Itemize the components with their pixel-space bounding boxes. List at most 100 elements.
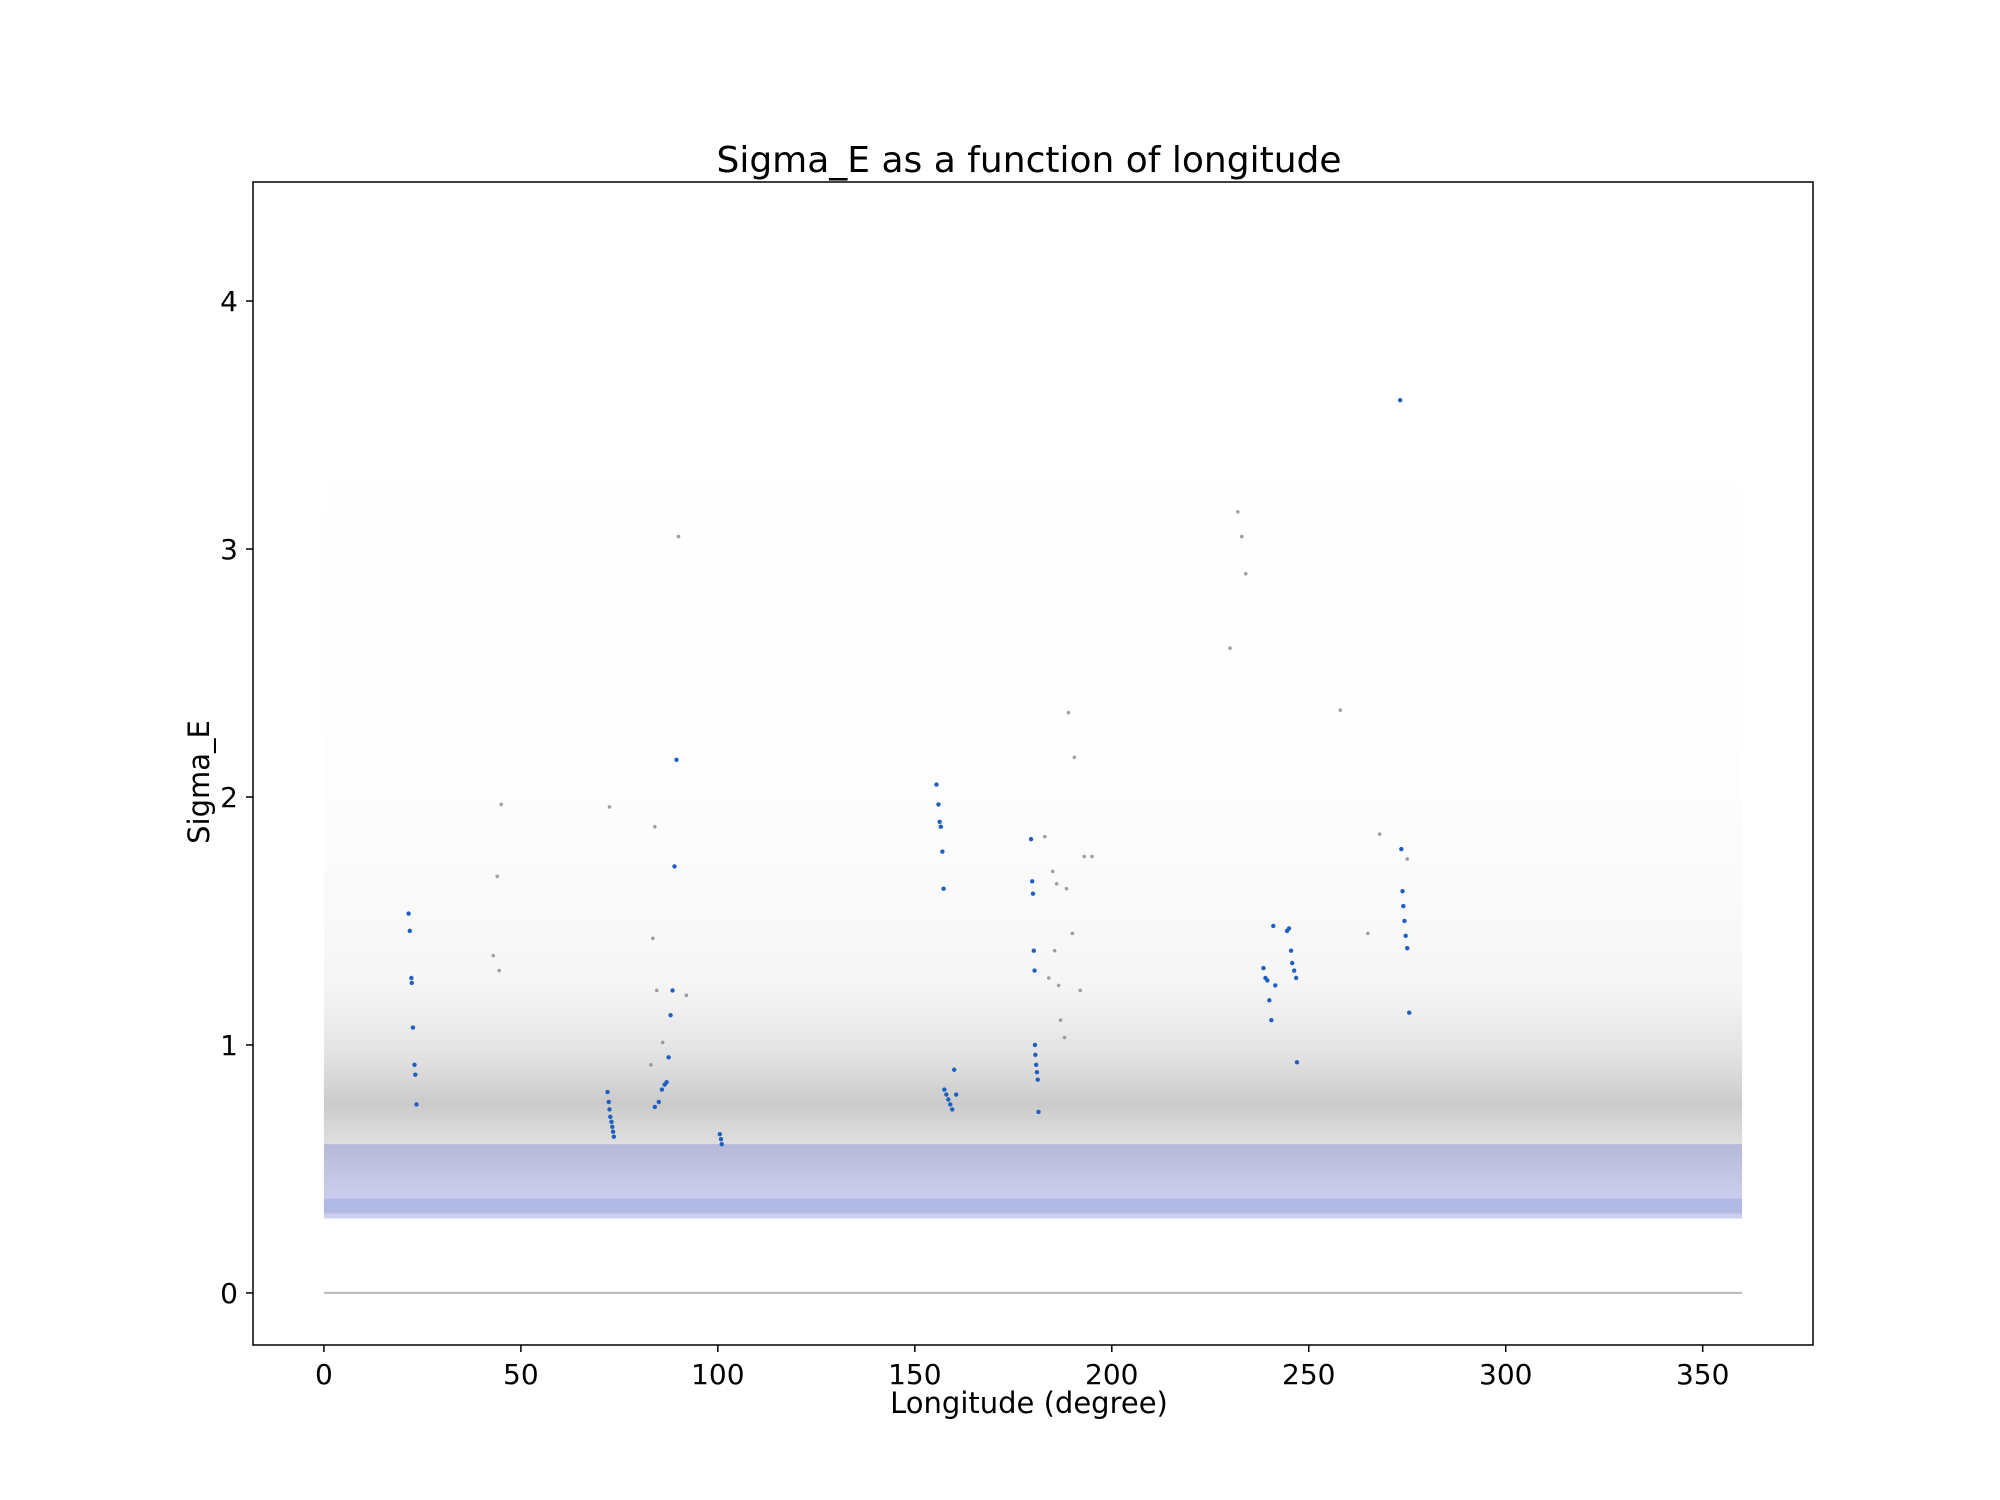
highlight-point (611, 1134, 617, 1139)
highlight-point (610, 1129, 616, 1134)
highlight-point (664, 1079, 669, 1085)
highlight-point (938, 824, 944, 829)
outlier-point (1056, 983, 1061, 988)
outlier-point (651, 936, 655, 941)
highlight-point (941, 886, 946, 891)
outlier-point (684, 993, 689, 998)
highlight-point (668, 1012, 673, 1018)
outlier-point (649, 1062, 653, 1067)
highlight-point (409, 975, 414, 981)
dense-point-band-lower (323, 1198, 1743, 1214)
outlier-point (1405, 857, 1410, 861)
highlight-point (674, 757, 679, 762)
highlight-point (1400, 889, 1405, 894)
highlight-point (1405, 946, 1410, 951)
highlight-point (406, 911, 411, 916)
highlight-point (1403, 933, 1408, 939)
x-tick-label: 250 (1282, 1358, 1335, 1391)
highlight-point (610, 1124, 615, 1129)
x-tick-label: 200 (1085, 1358, 1138, 1391)
outlier-point (1082, 854, 1087, 859)
highlight-point (719, 1141, 724, 1147)
highlight-point (1267, 998, 1272, 1003)
x-axis: 0 50 100 150 200 250 300 350 (315, 1345, 1729, 1391)
highlight-point (407, 928, 412, 934)
outlier-point (1054, 881, 1059, 886)
highlight-point (656, 1099, 661, 1105)
outlier-point (1366, 931, 1370, 936)
highlight-point (606, 1099, 611, 1105)
highlight-points (406, 398, 1412, 1147)
highlight-point (414, 1102, 419, 1107)
y-axis-label: Sigma_E (182, 720, 216, 844)
dense-point-band (323, 1144, 1743, 1219)
x-tick-label: 50 (503, 1358, 539, 1391)
x-tick-label: 150 (888, 1358, 941, 1391)
highlight-point (1036, 1109, 1041, 1115)
highlight-point (718, 1136, 724, 1142)
highlight-point (666, 1055, 671, 1060)
highlight-point (1033, 1052, 1038, 1058)
outlier-point (1239, 534, 1244, 539)
highlight-point (1271, 923, 1276, 929)
highlight-point (1291, 968, 1297, 973)
outlier-point (1043, 834, 1047, 839)
outlier-point (1066, 710, 1071, 715)
outlier-point (1072, 755, 1077, 760)
highlight-point (413, 1072, 418, 1077)
highlight-point (1034, 1070, 1040, 1075)
highlight-point (1399, 846, 1404, 852)
outlier-point (1064, 886, 1069, 891)
outlier-point (1236, 510, 1240, 514)
highlight-point (934, 782, 939, 787)
outlier-point (1046, 976, 1051, 980)
plot-frame (252, 181, 1814, 1346)
highlight-point (1402, 918, 1407, 924)
x-tick-label: 100 (691, 1358, 744, 1391)
outlier-point (1050, 869, 1055, 874)
highlight-point (1028, 836, 1034, 842)
highlight-point (1290, 960, 1295, 966)
x-axis-label: Longitude (degree) (890, 1386, 1168, 1420)
highlight-point (1265, 978, 1270, 983)
highlight-point (672, 864, 677, 869)
plot-area (323, 251, 1743, 1294)
outlier-point (1070, 931, 1075, 936)
highlight-point (1397, 398, 1403, 403)
outlier-point (676, 534, 681, 539)
highlight-point (412, 1062, 417, 1067)
outlier-point (1338, 708, 1343, 712)
highlight-point (953, 1092, 959, 1097)
highlight-point (1033, 1062, 1039, 1067)
highlight-point (948, 1102, 953, 1107)
highlight-point (607, 1107, 612, 1112)
outlier-point (607, 805, 612, 809)
highlight-point (1294, 1060, 1300, 1065)
highlight-point (946, 1097, 951, 1102)
y-tick-label: 4 (220, 285, 238, 318)
highlight-point (950, 1107, 955, 1112)
y-tick-label: 1 (220, 1029, 238, 1062)
highlight-point (937, 819, 942, 824)
highlight-point (1293, 975, 1299, 981)
highlight-point (1261, 965, 1266, 971)
outlier-point (1243, 571, 1248, 576)
y-tick-label: 2 (220, 781, 238, 814)
highlight-point (608, 1114, 613, 1120)
chart-title: Sigma_E as a function of longitude (716, 140, 1341, 181)
outlier-point (1078, 988, 1083, 993)
highlight-point (659, 1087, 665, 1092)
highlight-point (670, 988, 675, 993)
highlight-point (1288, 948, 1294, 953)
outlier-point (491, 953, 496, 958)
highlight-point (605, 1089, 610, 1095)
highlight-point (1269, 1017, 1274, 1023)
highlight-point (1401, 903, 1406, 909)
highlight-point (409, 980, 414, 986)
highlight-point (940, 849, 945, 854)
highlight-point (1031, 948, 1036, 953)
outlier-point (1090, 854, 1094, 859)
highlight-point (1407, 1010, 1412, 1015)
highlight-point (410, 1025, 416, 1030)
